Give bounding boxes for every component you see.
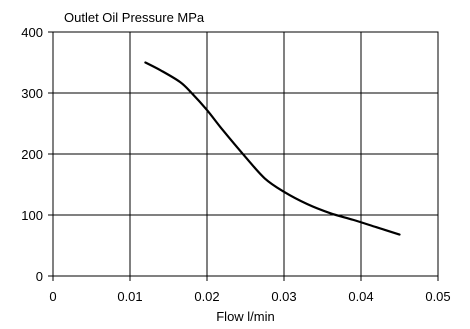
y-tick-label-3: 300 [21, 86, 43, 101]
y-tick-label-4: 400 [21, 25, 43, 40]
x-tick-label-4: 0.04 [348, 289, 373, 304]
x-tick-label-5: 0.05 [425, 289, 450, 304]
x-tick-labels: 0 0.01 0.02 0.03 0.04 0.05 [49, 289, 450, 304]
series-line-outlet-oil-pressure [144, 61, 401, 236]
x-tick-label-0: 0 [49, 289, 56, 304]
y-tick-label-2: 200 [21, 147, 43, 162]
y-tick-label-1: 100 [21, 208, 43, 223]
y-tick-label-0: 0 [36, 269, 43, 284]
y-axis-title: Outlet Oil Pressure MPa [64, 10, 205, 25]
x-tick-label-2: 0.02 [194, 289, 219, 304]
y-tick-labels: 0 100 200 300 400 [21, 25, 43, 284]
x-axis-title: Flow l/min [216, 309, 275, 324]
axis-ticks [48, 31, 439, 281]
x-tick-label-3: 0.03 [271, 289, 296, 304]
x-tick-label-1: 0.01 [117, 289, 142, 304]
grid [53, 32, 438, 276]
